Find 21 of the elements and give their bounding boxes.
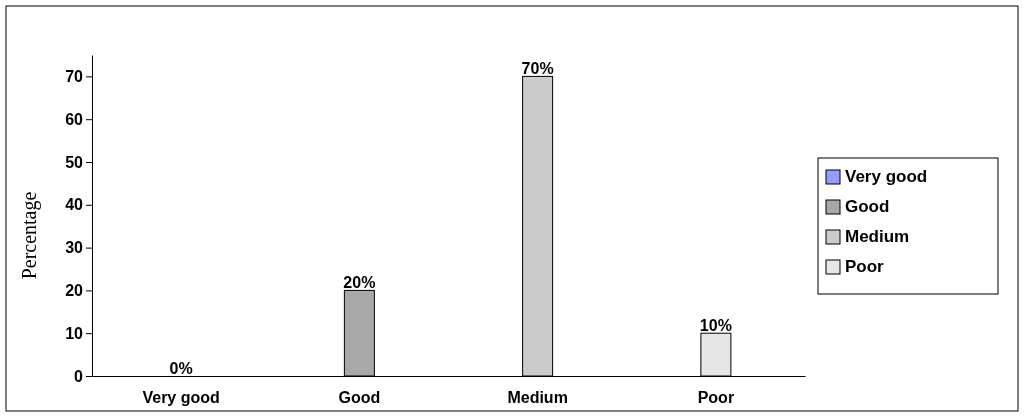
- legend-label: Medium: [845, 227, 910, 246]
- y-tick-label: 20: [65, 282, 84, 300]
- x-tick-label: Good: [338, 388, 381, 406]
- y-tick-label: 50: [65, 153, 84, 171]
- data-label: 0%: [169, 360, 193, 377]
- y-tick-label: 30: [65, 239, 84, 257]
- y-tick-label: 40: [65, 196, 84, 214]
- y-tick-label: 60: [65, 110, 84, 128]
- legend-label: Good: [845, 197, 890, 216]
- legend-label: Very good: [845, 167, 928, 186]
- y-axis-title: Percentage: [18, 191, 41, 280]
- data-label: 10%: [699, 317, 732, 335]
- legend-label: Poor: [845, 257, 885, 276]
- x-tick-label: Medium: [507, 388, 568, 406]
- data-label: 20%: [343, 274, 376, 292]
- y-tick-label: 70: [65, 68, 84, 86]
- x-tick-label: Poor: [697, 388, 735, 406]
- x-tick-label: Very good: [142, 388, 220, 406]
- y-tick-label: 10: [65, 324, 84, 342]
- y-tick-label: 0: [74, 367, 84, 385]
- data-label: 70%: [521, 60, 554, 78]
